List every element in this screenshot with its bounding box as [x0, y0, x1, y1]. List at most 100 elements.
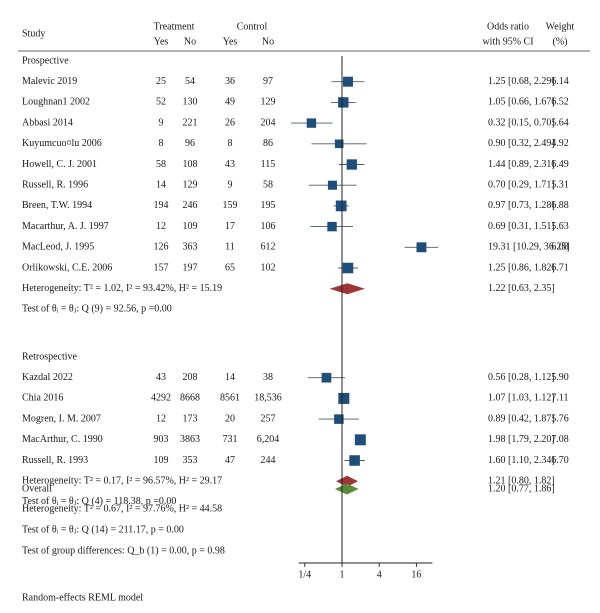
control-no-value: 38: [263, 372, 273, 383]
study-name: Russell, R. 1996: [22, 179, 88, 190]
study-marker: [327, 221, 337, 232]
odds-ratio-ci-value: 0.69 [0.31, 1.51]: [488, 221, 555, 232]
control-yes-value: 26: [225, 117, 235, 128]
header-treatment: Treatment: [154, 21, 195, 32]
treatment-no-value: 197: [183, 262, 198, 273]
group-label: Retrospective: [22, 351, 78, 362]
overall-ci-value: 1.20 [0.77, 1.86]: [488, 483, 555, 494]
group-test: Test of θᵢ = θⱼ: Q (9) = 92.56, p =0.00: [22, 304, 172, 315]
treatment-no-value: 3863: [180, 434, 200, 445]
overall-diamond: [334, 483, 359, 495]
study-marker: [354, 434, 366, 446]
study-name: MacLeod, J. 1995: [22, 242, 94, 253]
control-no-value: 129: [261, 97, 276, 108]
control-yes-value: 20: [225, 413, 235, 424]
study-marker: [342, 262, 354, 274]
study-marker: [338, 97, 349, 108]
control-no-value: 612: [261, 242, 276, 253]
weight-value: 5.76: [551, 413, 569, 424]
control-yes-value: 11: [225, 242, 235, 253]
study-marker: [349, 455, 360, 466]
x-tick-label: 1/4: [298, 569, 311, 580]
control-yes-value: 36: [225, 76, 235, 87]
study-name: Orlikowski, C.E. 2006: [22, 262, 112, 273]
study-name: Chia 2016: [22, 393, 63, 404]
control-yes-value: 9: [228, 179, 233, 190]
weight-value: 5.63: [551, 221, 569, 232]
odds-ratio-ci-value: 1.25 [0.68, 2.29]: [488, 76, 555, 87]
x-tick-label: 1: [340, 569, 345, 580]
weight-value: 6.52: [551, 97, 569, 108]
treatment-yes-value: 25: [156, 76, 166, 87]
header-weight: Weight: [546, 21, 575, 32]
control-no-value: 18,536: [254, 393, 282, 404]
treatment-yes-value: 9: [159, 117, 164, 128]
odds-ratio-ci-value: 0.32 [0.15, 0.70]: [488, 117, 555, 128]
control-no-value: 58: [263, 179, 273, 190]
control-yes-value: 43: [225, 159, 235, 170]
odds-ratio-ci-value: 1.44 [0.89, 2.31]: [488, 159, 555, 170]
treatment-yes-value: 52: [156, 97, 166, 108]
control-no-value: 102: [261, 262, 276, 273]
model-footnote: Random-effects REML model: [22, 592, 143, 603]
treatment-yes-value: 14: [156, 179, 166, 190]
treatment-no-value: 353: [183, 455, 198, 466]
treatment-no-value: 8668: [180, 393, 200, 404]
x-tick-label: 16: [411, 569, 421, 580]
odds-ratio-ci-value: 19.31 [10.29, 36.25]: [488, 242, 570, 253]
treatment-no-value: 108: [183, 159, 198, 170]
header-weight-unit: (%): [553, 36, 568, 47]
treatment-no-value: 208: [183, 372, 198, 383]
study-name: Abbasi 2014: [22, 117, 73, 128]
odds-ratio-ci-value: 1.60 [1.10, 2.34]: [488, 455, 555, 466]
study-marker: [321, 372, 332, 383]
weight-value: 5.31: [551, 179, 569, 190]
treatment-no-value: 130: [183, 97, 198, 108]
study-marker: [338, 392, 350, 404]
control-yes-value: 14: [225, 372, 235, 383]
control-no-value: 115: [261, 159, 276, 170]
study-name: Malevic 2019: [22, 76, 77, 87]
weight-value: 7.08: [551, 434, 569, 445]
group-label: Prospective: [22, 55, 69, 66]
odds-ratio-ci-value: 0.56 [0.28, 1.12]: [488, 372, 555, 383]
study-name: Russell, R. 1993: [22, 455, 88, 466]
study-name: Kazdal 2022: [22, 372, 73, 383]
control-yes-value: 17: [225, 221, 235, 232]
treatment-no-value: 173: [183, 413, 198, 424]
x-tick-label: 4: [377, 569, 382, 580]
treatment-no-value: 109: [183, 221, 198, 232]
weight-value: 6.14: [551, 76, 569, 87]
pooled-diamond: [329, 283, 365, 295]
control-no-value: 195: [261, 200, 276, 211]
study-marker: [327, 180, 337, 190]
weight-value: 6.08: [551, 242, 569, 253]
treatment-yes-value: 194: [154, 200, 169, 211]
weight-value: 5.90: [551, 372, 569, 383]
treatment-yes-value: 126: [154, 242, 169, 253]
control-no-value: 204: [261, 117, 276, 128]
study-marker: [335, 200, 347, 212]
weight-value: 7.11: [551, 393, 568, 404]
weight-value: 6.70: [551, 455, 569, 466]
study-marker: [346, 159, 357, 170]
treatment-yes-value: 12: [156, 413, 166, 424]
control-no-value: 86: [263, 138, 273, 149]
treatment-no-value: 246: [183, 200, 198, 211]
treatment-no-value: 129: [183, 179, 198, 190]
header-control: Control: [237, 21, 268, 32]
control-no-value: 106: [261, 221, 276, 232]
treatment-yes-value: 109: [154, 455, 169, 466]
study-marker: [306, 118, 317, 128]
weight-value: 4.92: [551, 138, 569, 149]
odds-ratio-ci-value: 0.90 [0.32, 2.49]: [488, 138, 555, 149]
weight-value: 5.64: [551, 117, 569, 128]
treatment-yes-value: 4292: [151, 393, 171, 404]
control-yes-value: 49: [225, 97, 235, 108]
treatment-no-value: 54: [185, 76, 195, 87]
study-marker: [334, 414, 344, 424]
control-yes-value: 159: [223, 200, 238, 211]
odds-ratio-ci-value: 1.05 [0.66, 1.67]: [488, 97, 555, 108]
header-control-no: No: [262, 36, 274, 47]
